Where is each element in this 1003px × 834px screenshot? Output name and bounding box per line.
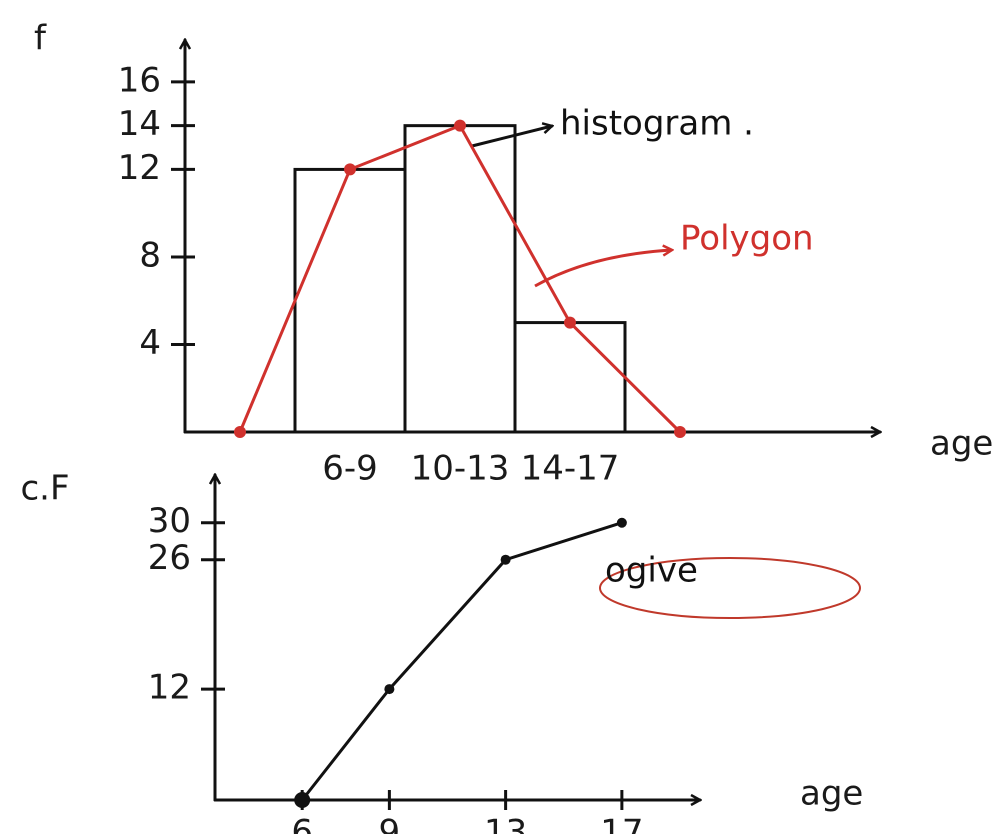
x-tick-label: 6	[291, 813, 313, 834]
y-tick-label: 4	[139, 323, 161, 363]
ogive-point	[616, 517, 627, 528]
x-tick-label: 14-17	[521, 449, 620, 489]
y-tick-label: 16	[118, 60, 161, 100]
y-axis-label: c.F	[20, 469, 69, 509]
ogive-circle	[599, 557, 861, 619]
y-tick-label: 30	[148, 501, 191, 541]
polygon-point	[564, 316, 576, 329]
polygon-point	[234, 426, 246, 438]
polygon-point	[344, 163, 356, 176]
polygon-point	[674, 426, 686, 438]
x-tick-label: 17	[600, 813, 643, 834]
y-tick-label: 14	[118, 104, 161, 144]
x-tick-label: 13	[484, 813, 527, 834]
y-axis-label: f	[34, 19, 47, 59]
ogive-point	[500, 554, 511, 565]
x-tick-label: 6-9	[322, 449, 378, 489]
polygon-point	[454, 119, 466, 132]
series-label: histogram .	[560, 104, 754, 144]
x-tick-label: 9	[379, 813, 401, 834]
y-tick-label: 8	[139, 235, 161, 275]
y-tick-label: 26	[148, 538, 191, 578]
series-label: ogive	[605, 551, 698, 591]
ogive-point	[384, 684, 395, 695]
histogram-pointer	[470, 126, 552, 148]
x-axis-label: age	[800, 774, 863, 814]
y-tick-label: 12	[148, 668, 191, 708]
y-tick-label: 12	[118, 148, 161, 188]
ogive-point	[294, 792, 311, 808]
series-label: Polygon	[680, 219, 814, 259]
polygon-pointer	[534, 250, 672, 288]
x-tick-label: 10-13	[411, 449, 510, 489]
x-axis-label: age	[930, 424, 993, 464]
ogive-line	[301, 521, 623, 801]
